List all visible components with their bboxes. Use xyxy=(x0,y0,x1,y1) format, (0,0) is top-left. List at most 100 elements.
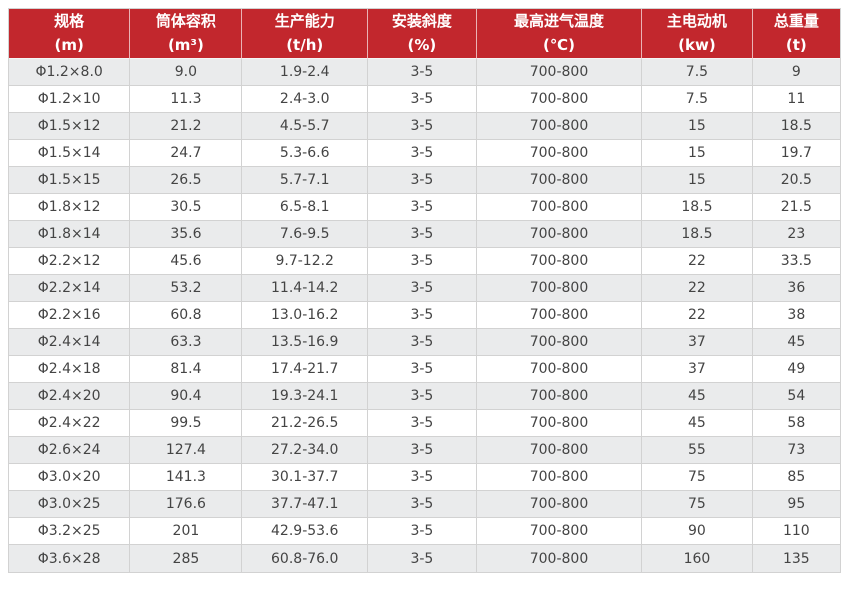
cell: 18.5 xyxy=(642,194,753,221)
spec-table: 规格 (m) 筒体容积 (m³) 生产能力 (t/h) 安装斜度 (%) 最高进气温度 (℃) 主电… xyxy=(8,8,841,573)
cell: Φ1.2×8.0 xyxy=(9,59,131,86)
table-row: Φ2.4×14 63.3 13.5-16.9 3-5 700-800 37 45 xyxy=(9,329,840,356)
cell: Φ2.2×16 xyxy=(9,302,131,329)
cell: 3-5 xyxy=(367,464,477,491)
cell: 20.5 xyxy=(752,167,840,194)
column-label: 筒体容积 xyxy=(155,12,216,31)
header-row: 规格 (m) 筒体容积 (m³) 生产能力 (t/h) 安装斜度 (%) 最高进气温度 (℃) 主电… xyxy=(9,9,840,59)
cell: 53.2 xyxy=(130,275,243,302)
cell: 201 xyxy=(130,518,243,545)
cell: 75 xyxy=(642,464,753,491)
table-row: Φ2.4×20 90.4 19.3-24.1 3-5 700-800 45 54 xyxy=(9,383,840,410)
cell: 700-800 xyxy=(476,194,643,221)
cell: 3-5 xyxy=(367,437,477,464)
cell: 6.5-8.1 xyxy=(242,194,368,221)
cell: Φ1.5×15 xyxy=(9,167,131,194)
column-label: 生产能力 xyxy=(274,12,335,31)
cell: 700-800 xyxy=(476,59,643,86)
cell: 5.7-7.1 xyxy=(242,167,368,194)
column-label: 安装斜度 xyxy=(391,12,452,31)
table-row: Φ2.4×22 99.5 21.2-26.5 3-5 700-800 45 58 xyxy=(9,410,840,437)
table-row: Φ1.5×15 26.5 5.7-7.1 3-5 700-800 15 20.5 xyxy=(9,167,840,194)
cell: 4.5-5.7 xyxy=(242,113,368,140)
cell: Φ2.6×24 xyxy=(9,437,131,464)
cell: 45 xyxy=(642,383,753,410)
table-row: Φ1.5×14 24.7 5.3-6.6 3-5 700-800 15 19.7 xyxy=(9,140,840,167)
cell: 13.5-16.9 xyxy=(242,329,368,356)
cell: 700-800 xyxy=(476,86,643,113)
cell: 9.7-12.2 xyxy=(242,248,368,275)
cell: 700-800 xyxy=(476,221,643,248)
cell: 23 xyxy=(752,221,840,248)
table-row: Φ3.0×25 176.6 37.7-47.1 3-5 700-800 75 95 xyxy=(9,491,840,518)
table-row: Φ2.6×24 127.4 27.2-34.0 3-5 700-800 55 73 xyxy=(9,437,840,464)
cell: 11.3 xyxy=(130,86,243,113)
cell: 700-800 xyxy=(476,491,643,518)
cell: 36 xyxy=(752,275,840,302)
cell: 30.5 xyxy=(130,194,243,221)
cell: 60.8 xyxy=(130,302,243,329)
cell: 22 xyxy=(642,302,753,329)
cell: 42.9-53.6 xyxy=(242,518,368,545)
spec-table-container: 规格 (m) 筒体容积 (m³) 生产能力 (t/h) 安装斜度 (%) 最高进气温度 (℃) 主电… xyxy=(8,8,841,573)
cell: 176.6 xyxy=(130,491,243,518)
cell: 700-800 xyxy=(476,383,643,410)
cell: 700-800 xyxy=(476,437,643,464)
cell: 90 xyxy=(642,518,753,545)
cell: 160 xyxy=(642,545,753,572)
column-header-1: 规格 (m) xyxy=(9,9,131,59)
cell: 60.8-76.0 xyxy=(242,545,368,572)
cell: 45 xyxy=(642,410,753,437)
cell: 700-800 xyxy=(476,248,643,275)
cell: Φ3.0×20 xyxy=(9,464,131,491)
cell: 285 xyxy=(130,545,243,572)
table-row: Φ2.2×12 45.6 9.7-12.2 3-5 700-800 22 33.5 xyxy=(9,248,840,275)
cell: 15 xyxy=(642,140,753,167)
cell: Φ1.8×12 xyxy=(9,194,131,221)
cell: 37 xyxy=(642,356,753,383)
column-label: 总重量 xyxy=(773,12,819,31)
cell: 24.7 xyxy=(130,140,243,167)
table-row: Φ2.4×18 81.4 17.4-21.7 3-5 700-800 37 49 xyxy=(9,356,840,383)
cell: 700-800 xyxy=(476,518,643,545)
cell: 3-5 xyxy=(367,491,477,518)
cell: 15 xyxy=(642,113,753,140)
cell: 3-5 xyxy=(367,329,477,356)
cell: 58 xyxy=(752,410,840,437)
cell: Φ2.4×22 xyxy=(9,410,131,437)
cell: 21.5 xyxy=(752,194,840,221)
cell: 75 xyxy=(642,491,753,518)
cell: Φ2.4×14 xyxy=(9,329,131,356)
table-row: Φ1.2×8.0 9.0 1.9-2.4 3-5 700-800 7.5 9 xyxy=(9,59,840,86)
column-unit: (℃) xyxy=(543,35,575,54)
cell: Φ1.2×10 xyxy=(9,86,131,113)
cell: Φ2.2×12 xyxy=(9,248,131,275)
cell: 3-5 xyxy=(367,545,477,572)
cell: 35.6 xyxy=(130,221,243,248)
cell: 22 xyxy=(642,248,753,275)
cell: 700-800 xyxy=(476,167,643,194)
column-header-4: 安装斜度 (%) xyxy=(367,9,477,59)
cell: 135 xyxy=(752,545,840,572)
cell: 19.7 xyxy=(752,140,840,167)
cell: 99.5 xyxy=(130,410,243,437)
cell: 63.3 xyxy=(130,329,243,356)
column-unit: (t/h) xyxy=(286,35,324,54)
cell: 90.4 xyxy=(130,383,243,410)
cell: 19.3-24.1 xyxy=(242,383,368,410)
cell: Φ1.8×14 xyxy=(9,221,131,248)
cell: 38 xyxy=(752,302,840,329)
cell: 3-5 xyxy=(367,194,477,221)
table-row: Φ2.2×16 60.8 13.0-16.2 3-5 700-800 22 38 xyxy=(9,302,840,329)
cell: 700-800 xyxy=(476,275,643,302)
cell: 3-5 xyxy=(367,248,477,275)
cell: 3-5 xyxy=(367,140,477,167)
column-unit: (%) xyxy=(407,35,437,54)
cell: 700-800 xyxy=(476,302,643,329)
cell: 3-5 xyxy=(367,59,477,86)
cell: 110 xyxy=(752,518,840,545)
table-row: Φ3.0×20 141.3 30.1-37.7 3-5 700-800 75 85 xyxy=(9,464,840,491)
cell: 85 xyxy=(752,464,840,491)
column-header-6: 主电动机 (kw) xyxy=(642,9,753,59)
cell: 26.5 xyxy=(130,167,243,194)
